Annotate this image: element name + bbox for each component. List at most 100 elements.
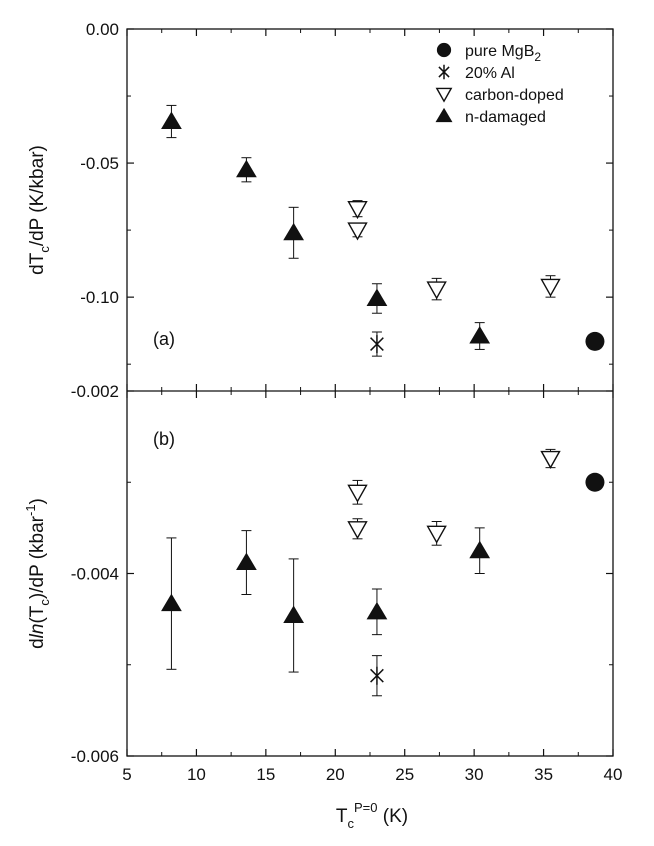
data-point-carbon: [426, 520, 447, 546]
data-point-carbon: [347, 479, 368, 505]
x-tick-label: 25: [395, 765, 414, 784]
data-point-n: [283, 206, 305, 259]
yb-ln: ln: [27, 624, 48, 639]
panel-label: (b): [153, 429, 175, 449]
marker-filled-triangle: [366, 288, 388, 306]
x-tick-label: 10: [187, 765, 206, 784]
data-point-n: [236, 530, 257, 595]
panel-a-data: [161, 104, 605, 357]
marker-open-triangle: [540, 278, 561, 297]
x-axis-label: TcP=0 (K): [336, 800, 408, 831]
y-axis-label-a: dTc/dP (K/kbar): [27, 145, 52, 275]
y-tick-label: -0.10: [80, 288, 119, 307]
yb-end: ): [27, 498, 48, 504]
x-label-main: T: [336, 806, 348, 827]
marker-open-triangle: [347, 200, 368, 220]
x-tick-label: 20: [326, 765, 345, 784]
legend-entry-carbon: carbon-doped: [435, 87, 564, 104]
x-tick-label: 40: [604, 765, 623, 784]
data-point-carbon: [426, 277, 447, 301]
series-pure: [585, 331, 605, 351]
series-pure: [585, 472, 605, 492]
panel-b-data: [161, 448, 605, 697]
legend-entry-pure: pure MgB2: [436, 42, 541, 64]
legend-label: pure MgB2: [465, 43, 541, 64]
marker-open-triangle: [347, 222, 368, 241]
ya-sub: c: [37, 246, 52, 253]
panel-a-axes: 0.00 -0.05 -0.10 (a): [80, 20, 614, 391]
marker-filled-triangle: [283, 222, 305, 241]
marker-filled-triangle: [469, 540, 491, 559]
legend-label-main: carbon-doped: [465, 87, 564, 104]
y-axis-label-b: dln(Tc)/dP (kbar-1): [23, 498, 52, 649]
data-point-n: [283, 558, 305, 673]
yb-d: d: [27, 638, 48, 649]
legend-label-sub: 2: [534, 50, 541, 64]
marker-filled-triangle: [366, 601, 388, 620]
marker-filled-triangle: [469, 326, 491, 344]
x-label-sup: P=0: [354, 800, 378, 815]
legend-label: n-damaged: [465, 109, 546, 126]
data-point-al: [370, 655, 384, 697]
yb-close: )/dP (kbar: [27, 515, 48, 599]
data-point-carbon: [347, 518, 368, 540]
ya-main: dT: [27, 252, 48, 275]
y-tick-label: 0.00: [86, 20, 119, 39]
marker-asterisk: [438, 64, 450, 80]
ya-rest: /dP (K/kbar): [27, 145, 48, 246]
y-tick-label: -0.006: [71, 747, 119, 766]
marker-filled-triangle: [435, 107, 453, 123]
series-al: [370, 331, 384, 357]
marker-filled-circle: [585, 331, 605, 351]
data-point-n: [469, 527, 491, 574]
data-point-n: [469, 322, 491, 350]
y-tick-label: -0.05: [80, 154, 119, 173]
marker-filled-circle: [436, 42, 452, 58]
legend-label-main: pure MgB: [465, 43, 534, 60]
series-carbon: [347, 448, 561, 546]
marker-filled-triangle: [161, 593, 182, 612]
x-label-rest: (K): [378, 806, 409, 827]
series-carbon: [347, 200, 561, 301]
data-point-n: [236, 157, 257, 183]
marker-open-triangle: [426, 281, 447, 300]
x-label-sub: c: [348, 816, 355, 831]
x-tick-label: 30: [465, 765, 484, 784]
x-tick-label: 35: [534, 765, 553, 784]
marker-filled-triangle: [161, 111, 182, 130]
series-n: [161, 104, 491, 350]
panel-label: (a): [153, 329, 175, 349]
marker-open-triangle: [347, 484, 368, 503]
marker-open-triangle: [347, 521, 368, 540]
legend-entry-n: n-damaged: [435, 107, 546, 126]
data-point-al: [370, 331, 384, 357]
marker-open-triangle: [426, 525, 447, 544]
data-point-carbon: [540, 448, 561, 469]
data-point-carbon: [540, 275, 561, 298]
y-tick-label: -0.004: [71, 565, 119, 584]
legend-entry-al: 20% Al: [438, 64, 515, 82]
data-point-n: [161, 537, 182, 670]
marker-asterisk: [370, 666, 384, 685]
marker-filled-triangle: [236, 159, 257, 178]
data-point-n: [366, 283, 388, 314]
data-point-n: [366, 588, 388, 636]
legend-label: carbon-doped: [465, 87, 564, 104]
marker-open-triangle: [540, 450, 561, 469]
yb-sub: c: [37, 599, 52, 606]
x-tick-label: 5: [122, 765, 131, 784]
y-tick-label: -0.002: [71, 382, 119, 401]
series-n: [161, 527, 491, 673]
marker-filled-circle: [585, 472, 605, 492]
legend-label: 20% Al: [465, 65, 515, 82]
marker-filled-triangle: [283, 605, 305, 623]
legend-label-main: n-damaged: [465, 109, 546, 126]
data-point-carbon: [347, 200, 368, 220]
x-tick-labels: 5 10 15 20 25 30 35 40: [122, 765, 622, 784]
legend-label-main: 20% Al: [465, 65, 515, 82]
marker-asterisk: [370, 335, 384, 354]
yb-open: (T: [27, 605, 48, 623]
data-point-carbon: [347, 222, 368, 241]
